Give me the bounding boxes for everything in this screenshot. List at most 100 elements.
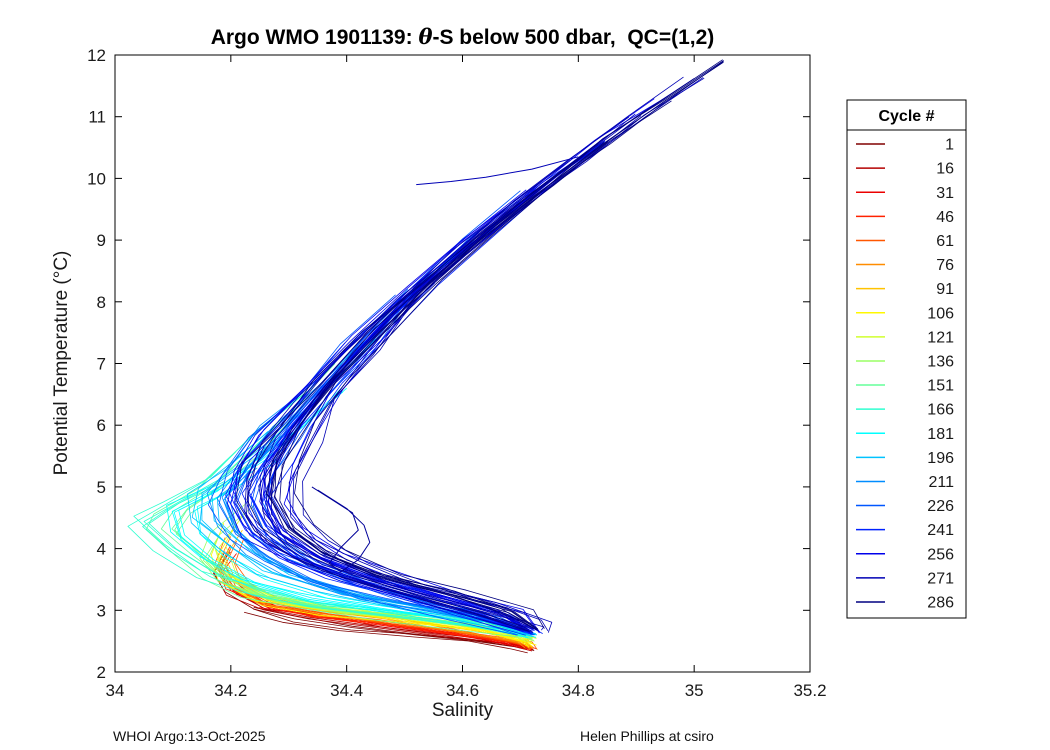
x-tick-label: 34 bbox=[106, 681, 125, 700]
profile-curves bbox=[127, 59, 724, 654]
legend-entry: 1 bbox=[856, 137, 954, 154]
legend-entry: 241 bbox=[856, 522, 954, 539]
x-tick-label: 34.2 bbox=[214, 681, 247, 700]
y-tick-label: 11 bbox=[88, 108, 106, 127]
profile-curve-cycle-61 bbox=[214, 537, 530, 650]
profile-curve-cycle-286 bbox=[235, 143, 598, 632]
legend-entry-label: 106 bbox=[927, 305, 954, 322]
footer-credit-right: Helen Phillips at csiro bbox=[580, 728, 714, 744]
profile-curve-cycle-256 bbox=[268, 142, 604, 634]
x-tick-label: 34.6 bbox=[446, 681, 479, 700]
legend-entry-label: 256 bbox=[927, 546, 954, 563]
y-tick-label: 9 bbox=[97, 231, 106, 250]
legend-entry: 256 bbox=[856, 546, 954, 563]
legend-entry-label: 16 bbox=[936, 161, 954, 178]
profile-curve-cycle-271 bbox=[259, 113, 636, 630]
chart-title-prefix: Argo WMO 1901139: bbox=[210, 26, 419, 49]
x-tick-label: 35.2 bbox=[793, 681, 826, 700]
chart-title: Argo WMO 1901139: θ-S below 500 dbar, QC… bbox=[115, 24, 810, 50]
profile-curve-cycle-181 bbox=[166, 486, 529, 636]
y-tick-label: 6 bbox=[97, 416, 106, 435]
profile-curve-cycle-256 bbox=[263, 95, 669, 631]
deep-blue-loop bbox=[311, 486, 371, 573]
x-tick-label: 34.8 bbox=[562, 681, 595, 700]
legend-entry: 106 bbox=[856, 305, 954, 322]
chart-title-suffix: -S below 500 dbar, QC=(1,2) bbox=[432, 26, 715, 49]
profile-curve-cycle-166 bbox=[143, 344, 533, 638]
footer-credit-left: WHOI Argo:13-Oct-2025 bbox=[113, 728, 266, 744]
profile-curve-cycle-286 bbox=[267, 59, 723, 629]
legend-entry: 286 bbox=[856, 594, 954, 611]
y-tick-label: 7 bbox=[97, 355, 106, 374]
profile-curve-cycle-241 bbox=[241, 185, 542, 635]
x-tick-label: 35 bbox=[685, 681, 704, 700]
profile-curve-cycle-241 bbox=[225, 184, 538, 636]
profile-curve-cycle-211 bbox=[224, 239, 533, 635]
y-tick-label: 4 bbox=[97, 540, 106, 559]
profile-curve-cycle-166 bbox=[127, 393, 527, 638]
legend-entry: 226 bbox=[856, 498, 954, 515]
plot-box bbox=[114, 54, 811, 673]
profile-curve-cycle-181 bbox=[171, 391, 533, 637]
legend-entry: 31 bbox=[856, 185, 954, 202]
profile-curve-cycle-1 bbox=[243, 611, 528, 654]
profile-curve-cycle-241 bbox=[247, 140, 606, 632]
y-tick-label: 12 bbox=[87, 46, 106, 65]
legend-entry-label: 196 bbox=[927, 450, 954, 467]
y-tick-label: 8 bbox=[97, 293, 106, 312]
profile-curve-cycle-286 bbox=[294, 100, 672, 629]
profile-curve-cycle-271 bbox=[292, 115, 642, 632]
legend-entry: 136 bbox=[856, 353, 954, 370]
legend-entry-label: 76 bbox=[936, 257, 954, 274]
legend-entry-label: 166 bbox=[927, 402, 954, 419]
legend-entry: 211 bbox=[856, 474, 954, 491]
profile-curve-cycle-151 bbox=[146, 451, 522, 638]
legend-entry: 16 bbox=[856, 161, 954, 178]
profile-curve-cycle-286 bbox=[246, 143, 599, 629]
profile-curve-cycle-106 bbox=[216, 558, 530, 648]
legend-entry-label: 211 bbox=[928, 474, 954, 491]
y-tick-label: 3 bbox=[97, 601, 106, 620]
profile-curve-cycle-241 bbox=[270, 187, 550, 634]
y-tick-label: 5 bbox=[97, 478, 106, 497]
legend-entry-label: 1 bbox=[945, 137, 954, 154]
legend-entry: 61 bbox=[856, 233, 954, 250]
chart-title-theta: θ bbox=[418, 24, 433, 49]
legend-entry: 166 bbox=[856, 402, 954, 419]
legend-entry: 271 bbox=[856, 570, 954, 587]
profile-curve-cycle-286 bbox=[274, 61, 724, 629]
profile-curve-cycle-166 bbox=[148, 481, 537, 638]
legend-entry: 181 bbox=[856, 426, 954, 443]
profile-curve-cycle-256 bbox=[230, 190, 529, 632]
legend-entry-label: 181 bbox=[927, 426, 954, 443]
legend-entry-label: 241 bbox=[927, 522, 954, 539]
legend-entry-label: 31 bbox=[936, 185, 954, 202]
legend-entry-label: 61 bbox=[936, 233, 954, 250]
legend-entry: 76 bbox=[856, 257, 954, 274]
legend-entry-label: 271 bbox=[927, 570, 954, 587]
legend-entry-label: 91 bbox=[936, 281, 954, 298]
legend-entry-label: 121 bbox=[927, 329, 954, 346]
legend-entry: 196 bbox=[856, 450, 954, 467]
legend-entry: 91 bbox=[856, 281, 954, 298]
legend-entry-label: 286 bbox=[927, 594, 954, 611]
y-tick-label: 2 bbox=[97, 663, 106, 682]
detached-blue-strand bbox=[416, 156, 579, 186]
y-tick-label: 10 bbox=[87, 169, 106, 188]
profile-curve-cycle-286 bbox=[269, 141, 605, 631]
profile-curve-cycle-271 bbox=[258, 202, 534, 633]
legend-entry-label: 226 bbox=[927, 498, 954, 515]
legend-entry-label: 151 bbox=[927, 378, 954, 395]
legend: Cycle # 1 16 31 46 61 76 91 106 121 136 151 166 181 19… bbox=[846, 99, 967, 619]
profile-curve-cycle-271 bbox=[302, 77, 705, 633]
x-axis-label: Salinity bbox=[431, 700, 494, 721]
x-tick-label: 34.4 bbox=[330, 681, 363, 700]
legend-title: Cycle # bbox=[878, 108, 934, 125]
profile-curve-cycle-166 bbox=[142, 483, 531, 639]
profile-curve-cycle-286 bbox=[279, 60, 724, 631]
legend-entry: 151 bbox=[856, 378, 954, 395]
legend-entry-label: 46 bbox=[936, 209, 954, 226]
